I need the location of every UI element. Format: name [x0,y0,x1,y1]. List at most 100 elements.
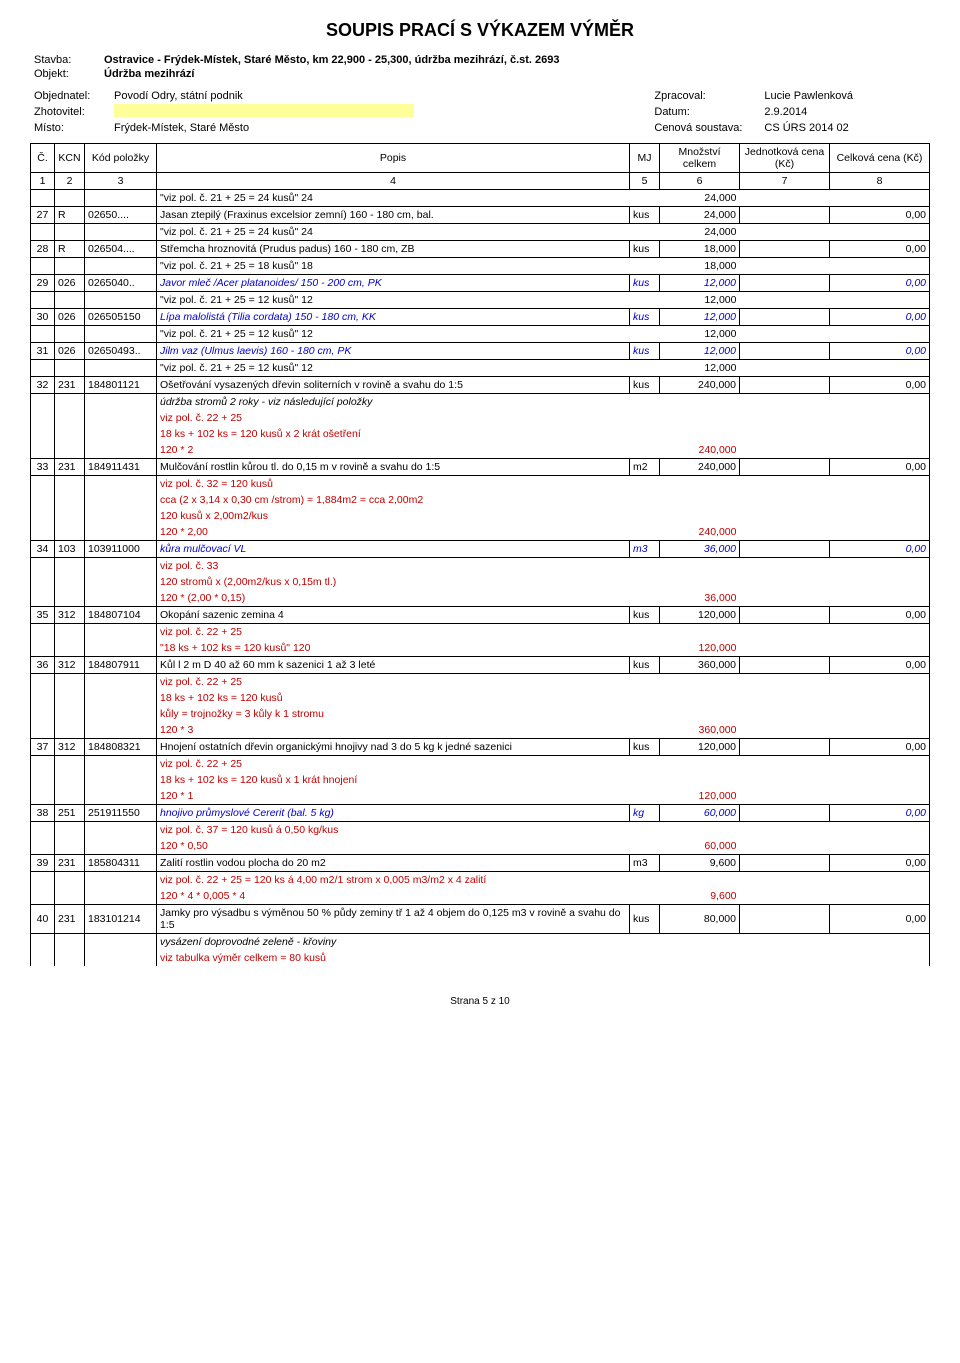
cell-cc: 0,00 [830,739,930,756]
cell-mj: kus [630,905,660,934]
cell-popis: Střemcha hroznovitá (Prudus padus) 160 -… [157,241,630,258]
cell-popis: Kůl l 2 m D 40 až 60 mm k sazenici 1 až … [157,657,630,674]
cell-cc: 0,00 [830,541,930,558]
cell-popis: 120 * 2,00 [157,524,630,541]
cell-empty [830,476,930,493]
cell-empty [55,640,85,657]
cell-c: 31 [31,343,55,360]
cell-kod: 02650.... [85,207,157,224]
cell-empty [55,674,85,691]
cell-jc [740,309,830,326]
cell-empty [85,772,157,788]
cell-empty [31,888,55,905]
cell-empty [630,442,660,459]
cell-mn: 12,000 [660,275,740,292]
cell-mj: kus [630,309,660,326]
cell-kod: 251911550 [85,805,157,822]
cell-empty [830,822,930,839]
cell-empty [55,872,85,889]
zpracoval-value: Lucie Pawlenková [760,89,930,103]
cell-mn: 120,000 [660,607,740,624]
cell-cc: 0,00 [830,855,930,872]
cell-empty [55,590,85,607]
stavba-label: Stavba: [30,53,100,67]
cell-empty [830,224,930,241]
cell-mn: 240,000 [660,459,740,476]
cell-empty [55,394,85,411]
cell-empty [830,590,930,607]
cell-empty [630,888,660,905]
cell-empty [830,950,930,966]
table-row: 18 ks + 102 ks = 120 kusů [31,690,930,706]
colnum: 2 [55,173,85,190]
table-row: viz pol. č. 22 + 25 [31,624,930,641]
cell-popis: kůra mulčovací VL [157,541,630,558]
cell-mn: 36,000 [660,590,740,607]
cell-popis: údržba stromů 2 roky - viz následující p… [157,394,830,411]
cell-empty [31,476,55,493]
cell-mj: kus [630,377,660,394]
cell-popis: "viz pol. č. 21 + 25 = 12 kusů" 12 [157,326,630,343]
cell-empty [630,524,660,541]
cell-empty [85,410,157,426]
cell-popis: 18 ks + 102 ks = 120 kusů x 2 krát ošetř… [157,426,830,442]
cell-kcn: 312 [55,739,85,756]
cell-popis: 120 * (2,00 * 0,15) [157,590,630,607]
cell-popis: 120 * 2 [157,442,630,459]
cell-jc [740,377,830,394]
cell-empty [85,360,157,377]
cell-kod: 184808321 [85,739,157,756]
cell-mn: 18,000 [660,241,740,258]
cell-popis: 18 ks + 102 ks = 120 kusů x 1 krát hnoje… [157,772,830,788]
cell-empty [830,442,930,459]
cell-popis: Okopání sazenic zemina 4 [157,607,630,624]
cell-c: 32 [31,377,55,394]
cell-popis: 120 kusů x 2,00m2/kus [157,508,830,524]
cell-popis: hnojivo průmyslové Cererit (bal. 5 kg) [157,805,630,822]
cell-kcn: 312 [55,607,85,624]
cell-mn: 12,000 [660,326,740,343]
table-row: "viz pol. č. 21 + 25 = 24 kusů" 2424,000 [31,190,930,207]
cell-popis: viz pol. č. 22 + 25 [157,756,830,773]
cell-empty [830,640,930,657]
cell-popis: "viz pol. č. 21 + 25 = 12 kusů" 12 [157,360,630,377]
table-row: viz pol. č. 22 + 25 = 120 ks á 4,00 m2/1… [31,872,930,889]
table-row: 120 * 1120,000 [31,788,930,805]
cell-mn: 120,000 [660,788,740,805]
table-row: "viz pol. č. 21 + 25 = 12 kusů" 1212,000 [31,292,930,309]
cell-empty [740,190,830,207]
colnum: 8 [830,173,930,190]
cell-empty [31,394,55,411]
cenova-label: Cenová soustava: [650,121,760,135]
cell-empty [830,292,930,309]
datum-value: 2.9.2014 [760,103,930,121]
cell-c: 33 [31,459,55,476]
cell-mn: 9,600 [660,888,740,905]
header-block: Stavba: Ostravice - Frýdek-Místek, Staré… [30,53,930,81]
cell-popis: "viz pol. č. 21 + 25 = 24 kusů" 24 [157,190,630,207]
cell-empty [630,360,660,377]
cell-empty [830,558,930,575]
cell-empty [85,524,157,541]
cell-empty [31,224,55,241]
cell-cc: 0,00 [830,275,930,292]
table-row: viz pol. č. 22 + 25 [31,410,930,426]
cell-kcn: 231 [55,377,85,394]
cell-popis: Zalití rostlin vodou plocha do 20 m2 [157,855,630,872]
zhotovitel-value [114,104,414,117]
cell-empty [31,772,55,788]
cell-popis: viz pol. č. 22 + 25 [157,624,830,641]
cell-empty [85,624,157,641]
meta-block: Objednatel: Povodí Odry, státní podnik Z… [30,89,930,135]
cell-mj: kus [630,275,660,292]
cell-empty [85,326,157,343]
cell-empty [55,934,85,951]
cell-c: 35 [31,607,55,624]
cell-empty [85,888,157,905]
cell-jc [740,343,830,360]
cell-popis: vysázení doprovodné zeleně - křoviny [157,934,830,951]
page-footer: Strana 5 z 10 [30,996,930,1007]
cell-empty [31,442,55,459]
cell-jc [740,657,830,674]
cell-popis: viz pol. č. 22 + 25 [157,410,830,426]
